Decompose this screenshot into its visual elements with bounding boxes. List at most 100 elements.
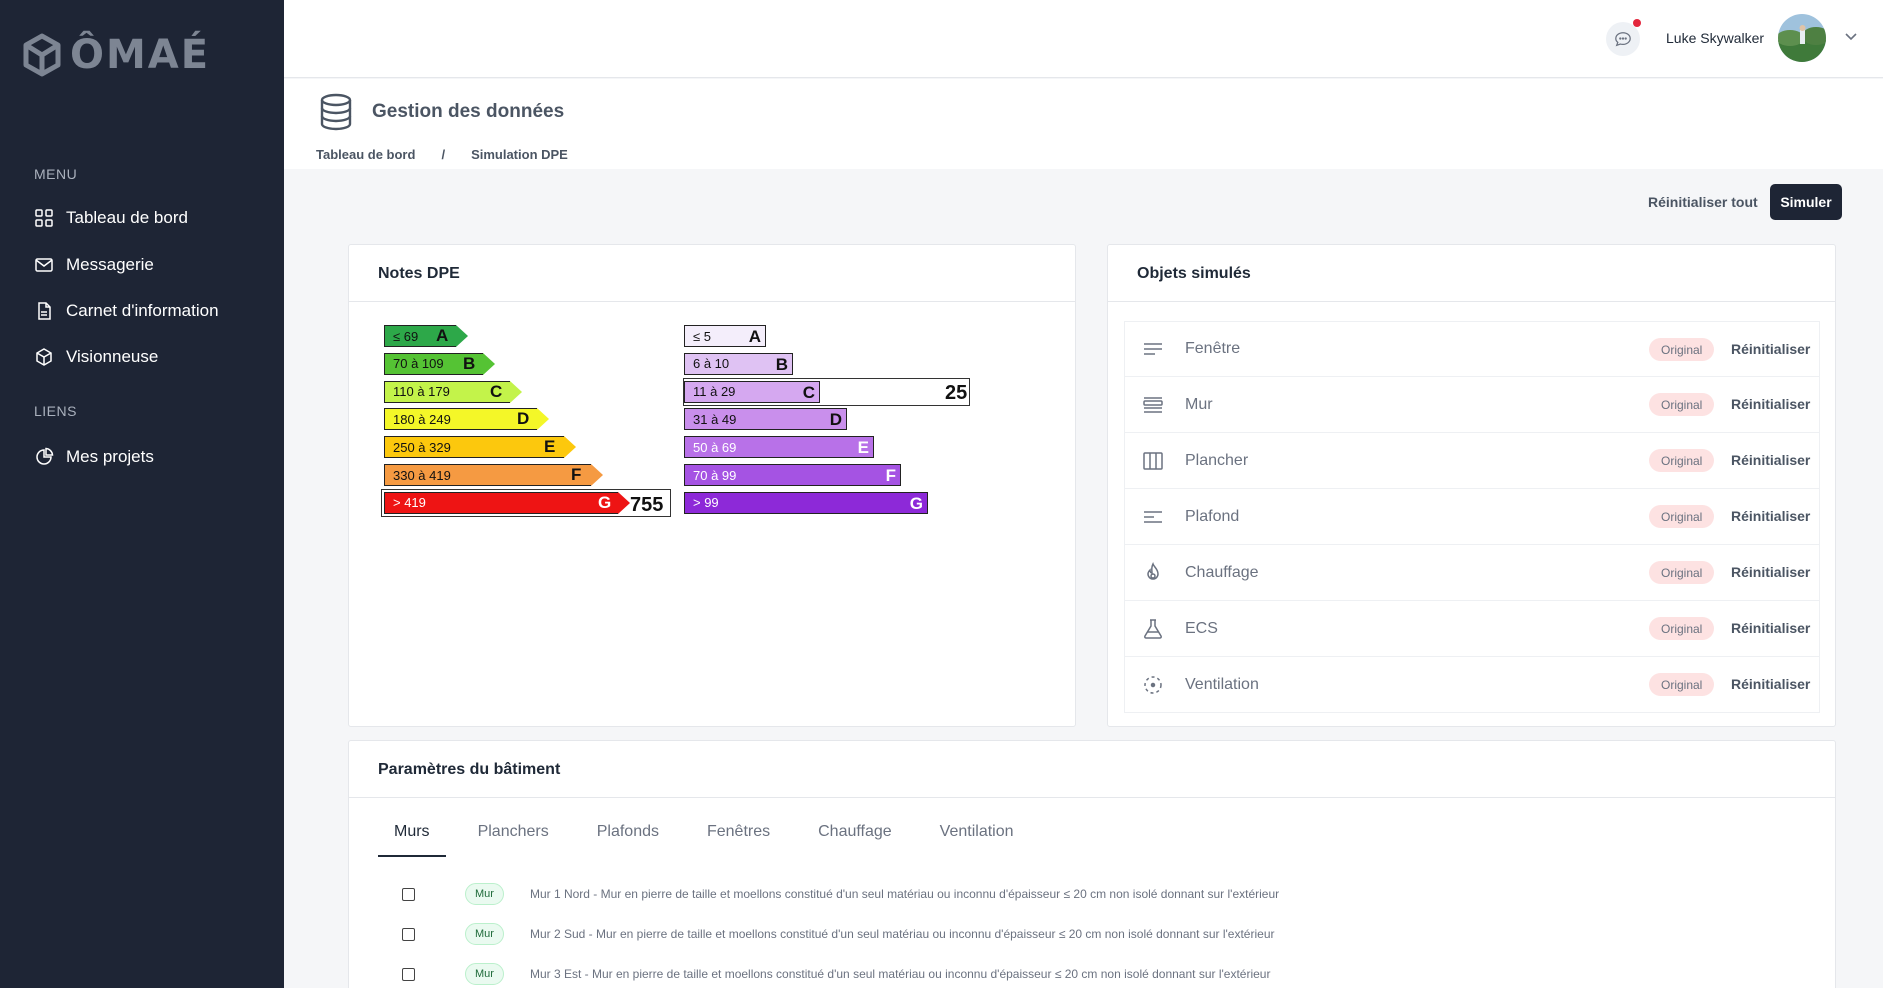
dpe-ges-bar: ≤ 5 A [684, 325, 766, 347]
wall-row: Mur Mur 3 Est - Mur en pierre de taille e… [402, 963, 1270, 985]
breadcrumb: Tableau de bord / Simulation DPE [316, 147, 568, 162]
reset-object-button[interactable]: Réinitialiser [1731, 341, 1811, 357]
tab-plafonds[interactable]: Plafonds [596, 823, 659, 840]
reset-object-button[interactable]: Réinitialiser [1731, 452, 1811, 468]
object-label: Ventilation [1185, 675, 1259, 693]
dpe-ges-bar: 11 à 29 C [684, 380, 820, 403]
wall-type-badge: Mur [465, 963, 504, 985]
wall-row: Mur Mur 2 Sud - Mur en pierre de taille e… [402, 923, 1275, 945]
dpe-ges-bar: 31 à 49 D [684, 408, 847, 431]
dpe-energy-letter: C [490, 381, 503, 401]
dpe-energy-letter: A [436, 326, 449, 345]
dpe-energy-arrow-tip [591, 464, 603, 486]
dpe-energy-arrow-tip [483, 352, 495, 375]
dpe-ges-range: 50 à 69 [693, 439, 737, 455]
dpe-ges-bar: 70 à 99 F [684, 464, 901, 486]
object-row-fenetre: Fenêtre Original Réinitialiser [1124, 321, 1820, 377]
reset-object-button[interactable]: Réinitialiser [1731, 508, 1811, 524]
breadcrumb-current: Simulation DPE [471, 147, 568, 162]
object-row-mur: Mur Original Réinitialiser [1124, 377, 1820, 433]
dpe-energy-bar: 70 à 109 [384, 352, 483, 375]
tab-chauffage[interactable]: Chauffage [818, 823, 892, 840]
reset-object-button[interactable]: Réinitialiser [1731, 676, 1811, 692]
status-badge: Original [1649, 338, 1715, 361]
sidebar-item-visionneuse[interactable]: Visionneuse [34, 347, 158, 367]
dpe-energy-letter: D [517, 409, 530, 429]
objects-list: Fenêtre Original Réinitialiser Mur Original R… [1124, 321, 1820, 713]
status-badge: Original [1649, 505, 1715, 528]
objects-card-title: Objets simulés [1108, 245, 1835, 302]
building-params-title: Paramètres du bâtiment [349, 741, 1835, 798]
dpe-ges-bar: > 99 G [684, 491, 928, 514]
dpe-energy-range: 110 à 179 [393, 384, 450, 400]
grid-icon [35, 209, 53, 227]
dpe-energy-arrow-tip [537, 408, 549, 431]
dpe-energy-letter: G [598, 492, 612, 512]
messages-button[interactable] [1606, 22, 1640, 56]
object-row-chauffage: Chauffage Original Réinitialiser [1124, 545, 1820, 601]
brand-logo[interactable]: ÔMAÉ [22, 32, 210, 78]
sidebar-item-tableau-de-bord[interactable]: Tableau de bord [34, 208, 188, 228]
status-badge: Original [1649, 393, 1715, 416]
wall-checkbox[interactable] [402, 967, 415, 981]
cube-icon [36, 348, 52, 366]
chevron-down-icon[interactable] [1844, 30, 1858, 44]
reset-object-button[interactable]: Réinitialiser [1731, 620, 1811, 636]
reset-object-button[interactable]: Réinitialiser [1731, 564, 1811, 580]
sidebar-item-label: Messagerie [66, 255, 154, 274]
dpe-ges-range: 6 à 10 [693, 356, 730, 372]
status-badge: Original [1649, 617, 1715, 640]
dpe-energy-bar: 110 à 179 [384, 380, 510, 403]
sidebar-item-messagerie[interactable]: Messagerie [34, 255, 154, 275]
links-section-title: LIENS [34, 403, 77, 419]
dpe-ges-range: 11 à 29 [693, 384, 736, 400]
dpe-card: Notes DPE ≤ 69 A 70 à 109 B 110 à 179 C 180 à … [348, 244, 1076, 727]
chat-bubble-icon [1615, 32, 1631, 47]
objects-card: Objets simulés Fenêtre Original Réinitiali… [1107, 244, 1836, 727]
dpe-ges-range: 70 à 99 [693, 467, 737, 483]
sidebar-item-label: Mes projets [66, 447, 154, 466]
flame-icon [1141, 561, 1165, 585]
dpe-energy-arrow-tip [564, 436, 576, 459]
sidebar-item-carnet[interactable]: Carnet d'information [34, 301, 219, 321]
dpe-ges-letter: A [748, 327, 761, 346]
dpe-energy-letter: E [544, 437, 556, 457]
tab-fenetres[interactable]: Fenêtres [706, 823, 771, 840]
simulate-button[interactable]: Simuler [1770, 184, 1842, 220]
user-name[interactable]: Luke Skywalker [1666, 30, 1765, 46]
tab-ventilation[interactable]: Ventilation [939, 823, 1014, 840]
cube-logo-icon [23, 33, 61, 77]
notification-dot [1633, 19, 1641, 27]
dpe-ges-value: 25 [945, 381, 968, 404]
dpe-ges-letter: C [802, 382, 815, 402]
dpe-ges-current-frame [683, 377, 970, 406]
dpe-ges-letter: B [775, 354, 788, 374]
dpe-ges-letter: D [829, 410, 842, 430]
reset-object-button[interactable]: Réinitialiser [1731, 396, 1811, 412]
page-title: Gestion des données [372, 101, 565, 122]
object-label: Plancher [1185, 451, 1249, 469]
mail-icon [35, 258, 53, 272]
building-tabs: Murs Planchers Plafonds Fenêtres Chauffage Ve… [378, 817, 1046, 857]
breadcrumb-link-dashboard[interactable]: Tableau de bord [316, 147, 416, 162]
wall-type-badge: Mur [465, 883, 504, 905]
object-row-plancher: Plancher Original Réinitialiser [1124, 433, 1820, 489]
building-params-card: Paramètres du bâtiment Murs Planchers Plaf… [348, 740, 1836, 988]
dpe-energy-bar: 180 à 249 [384, 408, 537, 431]
wall-checkbox[interactable] [402, 887, 415, 901]
object-label: Chauffage [1185, 563, 1259, 581]
wall-checkbox[interactable] [402, 927, 415, 941]
tab-planchers[interactable]: Planchers [477, 823, 549, 840]
stack-icon [1141, 393, 1165, 417]
sidebar-item-label: Tableau de bord [66, 208, 188, 227]
dpe-energy-bar: 250 à 329 [384, 436, 564, 459]
pie-chart-icon [36, 447, 54, 465]
avatar[interactable] [1778, 14, 1826, 62]
reset-all-button[interactable]: Réinitialiser tout [1648, 194, 1758, 210]
sidebar-item-mes-projets[interactable]: Mes projets [34, 447, 154, 467]
object-row-ventilation: Ventilation Original Réinitialiser [1124, 657, 1820, 713]
dpe-ges-range: 31 à 49 [693, 411, 737, 427]
object-row-ecs: ECS Original Réinitialiser [1124, 601, 1820, 657]
object-label: Mur [1185, 395, 1213, 413]
tab-murs[interactable]: Murs [378, 817, 446, 857]
